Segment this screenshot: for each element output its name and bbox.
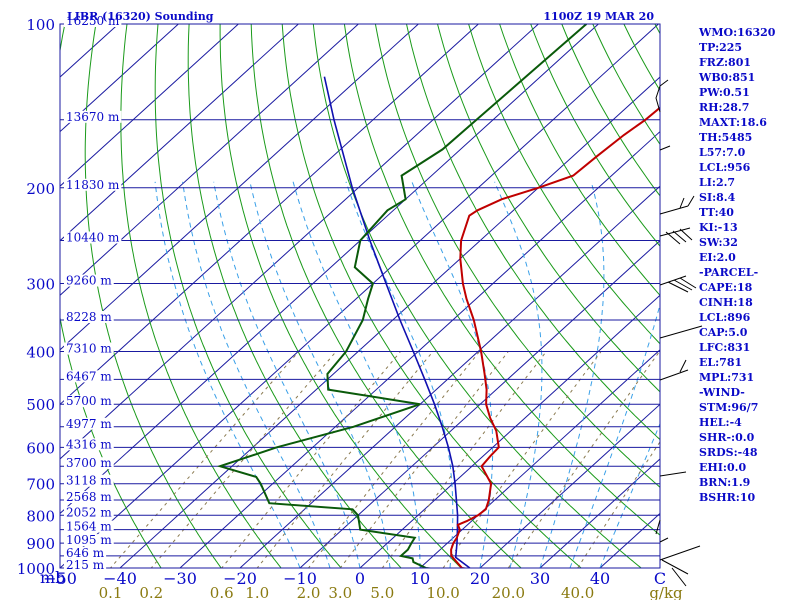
temperature-tick-label: 30 xyxy=(530,569,550,588)
stat-line: FRZ:801 xyxy=(699,56,751,69)
height-label: 4977 m xyxy=(66,417,112,431)
stat-line: LCL:896 xyxy=(699,311,751,324)
stat-line: SRDS:-48 xyxy=(699,446,758,459)
pressure-label: 200 xyxy=(26,180,55,198)
chart-title: LIBR (16320) Sounding xyxy=(67,10,214,23)
mixing-ratio-label: 5.0 xyxy=(370,584,394,600)
height-label: 4316 m xyxy=(66,437,112,451)
stat-line: KI:-13 xyxy=(699,221,738,234)
stat-line: SI:8.4 xyxy=(699,191,736,204)
mixing-ratio-label: 0.1 xyxy=(99,584,123,600)
mixing-ratio-label: 3.0 xyxy=(328,584,352,600)
height-label: 10440 m xyxy=(66,230,120,244)
stat-line: SW:32 xyxy=(699,236,738,249)
stat-line: MPL:731 xyxy=(699,371,754,384)
height-label: 7310 m xyxy=(66,342,112,356)
stat-line: -WIND- xyxy=(699,386,745,399)
height-label: 8228 m xyxy=(66,310,112,324)
mixing-ratio-label: 40.0 xyxy=(561,584,594,600)
stat-line: STM:96/7 xyxy=(699,401,758,414)
temperature-tick-label: −30 xyxy=(163,569,197,588)
stat-line: PW:0.51 xyxy=(699,86,750,99)
stat-line: RH:28.7 xyxy=(699,101,749,114)
stat-line: TH:5485 xyxy=(699,131,752,144)
stat-line: LI:2.7 xyxy=(699,176,735,189)
stat-line: WMO:16320 xyxy=(698,26,776,39)
mixing-ratio-label: 10.0 xyxy=(426,584,459,600)
mixing-ratio-label: g/kg xyxy=(649,584,683,600)
height-label: 6467 m xyxy=(66,369,112,383)
stat-line: CAPE:18 xyxy=(699,281,753,294)
stat-line: BRN:1.9 xyxy=(699,476,750,489)
mixing-ratio-label: 0.2 xyxy=(139,584,163,600)
mixing-ratio-label: 1.0 xyxy=(245,584,269,600)
stat-line: BSHR:10 xyxy=(699,491,755,504)
stat-line: WB0:851 xyxy=(698,71,755,84)
pressure-label: 400 xyxy=(26,344,55,362)
height-label: 5700 m xyxy=(66,394,112,408)
pressure-label: 700 xyxy=(26,476,55,494)
height-label: 3700 m xyxy=(66,456,112,470)
stat-line: EI:2.0 xyxy=(699,251,736,264)
pressure-label: 500 xyxy=(26,396,55,414)
pressure-label: 100 xyxy=(26,16,55,34)
mixing-ratio-label: 2.0 xyxy=(297,584,321,600)
stat-line: LCL:956 xyxy=(699,161,751,174)
stat-line: MAXT:18.6 xyxy=(699,116,767,129)
height-label: 1564 m xyxy=(66,520,112,534)
height-label: 9260 m xyxy=(66,274,112,288)
height-label: 3118 m xyxy=(66,474,112,488)
stat-line: L57:7.0 xyxy=(699,146,746,159)
pressure-unit-label: mb xyxy=(40,568,65,587)
stat-line: EL:781 xyxy=(699,356,742,369)
stat-line: LFC:831 xyxy=(699,341,750,354)
stat-line: TT:40 xyxy=(699,206,734,219)
temperature-tick-label: 0 xyxy=(355,569,365,588)
pressure-label: 800 xyxy=(26,507,55,525)
stat-line: EHI:0.0 xyxy=(699,461,746,474)
pressure-label: 900 xyxy=(26,535,55,553)
valid-time: 1100Z 19 MAR 20 xyxy=(543,10,654,23)
height-label: 2052 m xyxy=(66,505,112,519)
height-label: 13670 m xyxy=(66,110,120,124)
stat-line: HEL:-4 xyxy=(699,416,742,429)
mixing-ratio-label: 0.6 xyxy=(210,584,234,600)
pressure-label: 300 xyxy=(26,276,55,294)
stat-line: CAP:5.0 xyxy=(699,326,748,339)
stat-line: TP:225 xyxy=(699,41,742,54)
height-label: 2568 m xyxy=(66,490,112,504)
temperature-tick-label: 20 xyxy=(470,569,490,588)
mixing-ratio-label: 20.0 xyxy=(492,584,525,600)
stat-line: -PARCEL- xyxy=(699,266,758,279)
height-label: 11830 m xyxy=(66,178,120,192)
stat-line: SHR-:0.0 xyxy=(699,431,755,444)
stat-line: CINH:18 xyxy=(699,296,753,309)
pressure-label: 600 xyxy=(26,439,55,457)
